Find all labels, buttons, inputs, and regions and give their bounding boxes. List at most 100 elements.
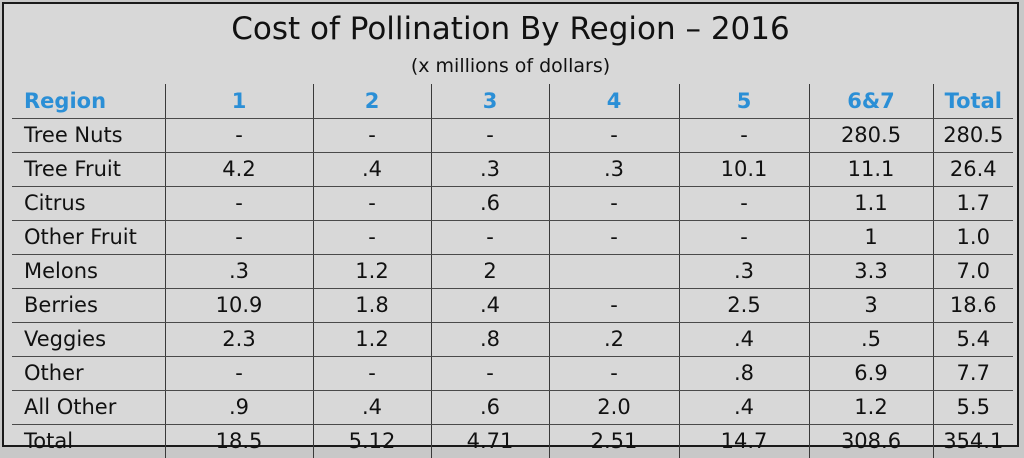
table-cell: 5.5	[933, 390, 1013, 425]
table-cell: .3	[549, 152, 680, 187]
table-cell: 1.2	[313, 254, 432, 289]
table-cell: 5.12	[313, 424, 432, 458]
table-cell: .8	[679, 356, 810, 391]
table-cell: 3.3	[809, 254, 934, 289]
table-cell: -	[313, 356, 432, 391]
row-label: Melons	[12, 254, 166, 289]
table-cell: 6.9	[809, 356, 934, 391]
table-cell: 4.71	[431, 424, 550, 458]
table-cell: 3	[809, 288, 934, 323]
column-header: 1	[165, 84, 314, 119]
table-cell: .3	[165, 254, 314, 289]
table-row: Total 18.5 5.12 4.71 2.51 14.7 308.6 354.1	[12, 424, 1013, 458]
table-cell: 280.5	[933, 118, 1013, 153]
header-row: Region 1 2 3 4 5 6&7 Total	[12, 84, 1013, 119]
table-cell: 280.5	[809, 118, 934, 153]
table-row: Other - - - - .8 6.9 7.7	[12, 356, 1013, 391]
row-label: Citrus	[12, 186, 166, 221]
column-header-region: Region	[12, 84, 166, 119]
table-cell: 1.2	[313, 322, 432, 357]
table-cell: -	[165, 186, 314, 221]
table-cell: 18.6	[933, 288, 1013, 323]
table-cell: -	[679, 118, 810, 153]
column-header: Total	[933, 84, 1013, 119]
table-cell: 1.0	[933, 220, 1013, 255]
table-cell: 7.0	[933, 254, 1013, 289]
table-cell: .2	[549, 322, 680, 357]
table-row: Berries 10.9 1.8.4-2.5 3 18.6	[12, 288, 1013, 323]
table-cell: 1	[809, 220, 934, 255]
table-row: Melons .3 1.2 2.3 3.3 7.0	[12, 254, 1013, 289]
column-header: 6&7	[809, 84, 934, 119]
table-cell: -	[549, 288, 680, 323]
table-cell: .3	[431, 152, 550, 187]
table-cell: 5.4	[933, 322, 1013, 357]
table-cell: 308.6	[809, 424, 934, 458]
row-label: Other	[12, 356, 166, 391]
table-cell: 1.1	[809, 186, 934, 221]
table-row: Tree Nuts - - - - -280.5 280.5	[12, 118, 1013, 153]
table-body: Tree Nuts - - - - -280.5 280.5 Tree Fruit 4.2.4.…	[12, 118, 1013, 458]
table-cell: -	[679, 186, 810, 221]
table-cell: -	[313, 220, 432, 255]
table-cell: 2.5	[679, 288, 810, 323]
row-label: Berries	[12, 288, 166, 323]
table-cell	[549, 254, 680, 289]
table-row: Citrus - - .6- -1.1 1.7	[12, 186, 1013, 221]
table-cell: 1.2	[809, 390, 934, 425]
row-label: Total	[12, 424, 166, 458]
row-label: Veggies	[12, 322, 166, 357]
chart-title: Cost of Pollination By Region – 2016	[231, 11, 790, 47]
row-label: Tree Nuts	[12, 118, 166, 153]
table-cell: 4.2	[165, 152, 314, 187]
table-cell: -	[549, 220, 680, 255]
table-row: All Other .9.4.6 2.0.4 1.2 5.5	[12, 390, 1013, 425]
table-cell: -	[431, 356, 550, 391]
table-cell: 10.9	[165, 288, 314, 323]
table-row: Other Fruit - - - - -1 1.0	[12, 220, 1013, 255]
row-label: Other Fruit	[12, 220, 166, 255]
table-cell: 18.5	[165, 424, 314, 458]
table-cell: .6	[431, 390, 550, 425]
table-cell: .6	[431, 186, 550, 221]
table-cell: 7.7	[933, 356, 1013, 391]
table-cell: .4	[313, 152, 432, 187]
table-cell: -	[165, 356, 314, 391]
column-header: 5	[679, 84, 810, 119]
table-cell: -	[165, 118, 314, 153]
table-cell: -	[549, 356, 680, 391]
table-cell: .9	[165, 390, 314, 425]
table-cell: -	[549, 186, 680, 221]
table-cell: 1.7	[933, 186, 1013, 221]
table-cell: -	[313, 186, 432, 221]
table-cell: .4	[313, 390, 432, 425]
row-label: Tree Fruit	[12, 152, 166, 187]
table-cell: 26.4	[933, 152, 1013, 187]
table-cell: 2	[431, 254, 550, 289]
table-cell: 10.1	[679, 152, 810, 187]
column-header: 2	[313, 84, 432, 119]
table-cell: -	[165, 220, 314, 255]
table-cell: 1.8	[313, 288, 432, 323]
table-cell: .4	[431, 288, 550, 323]
table-cell: .4	[679, 322, 810, 357]
table-cell: 14.7	[679, 424, 810, 458]
row-label: All Other	[12, 390, 166, 425]
pollination-cost-table: Region 1 2 3 4 5 6&7 Total Tree Nuts - - - - -280.5 2…	[12, 84, 1013, 458]
table-cell: .3	[679, 254, 810, 289]
table-cell: -	[431, 220, 550, 255]
table-cell: 2.0	[549, 390, 680, 425]
table-cell: 354.1	[943, 429, 1004, 454]
table-cell: 2.3	[165, 322, 314, 357]
table-cell: .8	[431, 322, 550, 357]
chart-subtitle: (x millions of dollars)	[410, 55, 611, 77]
table-cell: -	[431, 118, 550, 153]
table-cell: -	[313, 118, 432, 153]
table-row: Tree Fruit 4.2.4.3.3 10.1 11.1 26.4	[12, 152, 1013, 187]
table-cell: .4	[679, 390, 810, 425]
table-row: Veggies 2.3 1.2.8.2.4.5 5.4	[12, 322, 1013, 357]
column-header: 4	[549, 84, 680, 119]
table-cell: -	[549, 118, 680, 153]
table-cell: -	[679, 220, 810, 255]
